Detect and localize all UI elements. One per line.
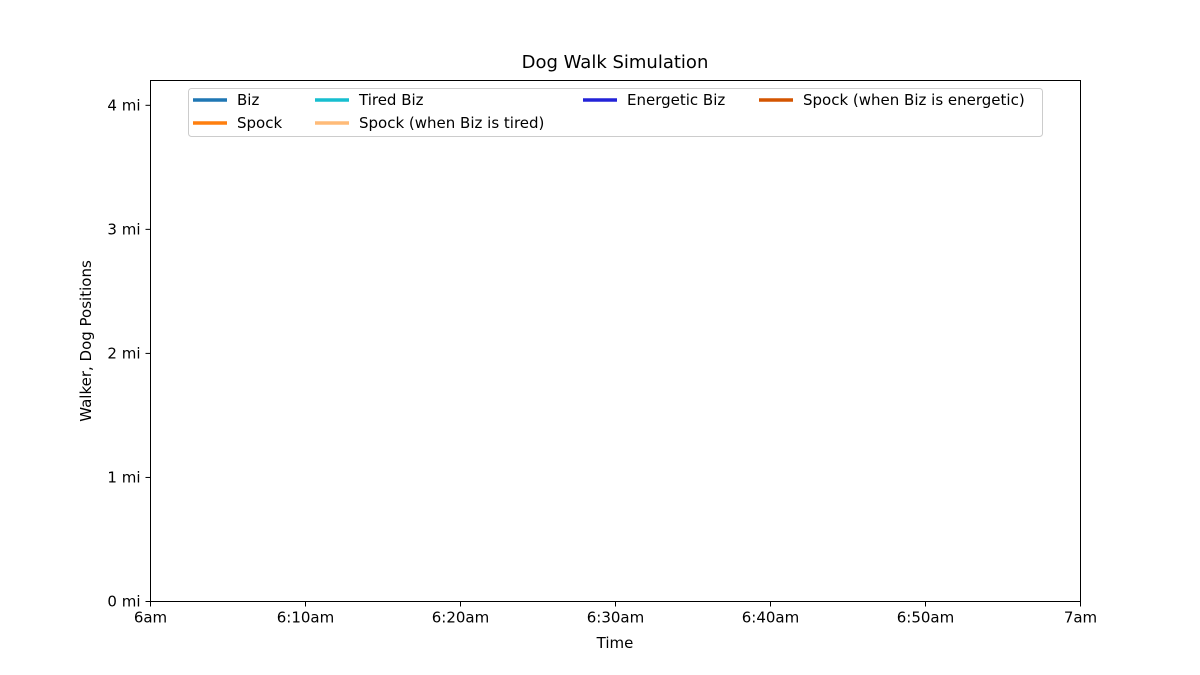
- legend-label: Spock (when Biz is tired): [359, 114, 544, 132]
- y-axis-ticks: 0 mi 1 mi 2 mi 3 mi 4 mi: [107, 96, 151, 611]
- x-tick-label: 6:20am: [432, 609, 490, 627]
- x-tick-label: 6:40am: [742, 609, 800, 627]
- legend-label: Tired Biz: [358, 91, 424, 109]
- y-tick-label: 2 mi: [107, 344, 140, 362]
- x-tick-label: 7am: [1064, 609, 1097, 627]
- x-axis-ticks: 6am 6:10am 6:20am 6:30am 6:40am 6:50am 7am: [134, 601, 1097, 627]
- legend-label: Biz: [237, 91, 259, 109]
- plot-area: [150, 80, 1081, 602]
- y-tick-label: 3 mi: [107, 220, 140, 238]
- legend-label: Energetic Biz: [627, 91, 725, 109]
- legend-label: Spock (when Biz is energetic): [803, 91, 1025, 109]
- x-tick-label: 6:50am: [897, 609, 955, 627]
- x-tick-label: 6:10am: [277, 609, 335, 627]
- chart-title: Dog Walk Simulation: [522, 52, 709, 73]
- legend: Biz Spock Tired Biz Spock (when Biz is tire…: [188, 88, 1043, 137]
- x-tick-label: 6am: [134, 609, 167, 627]
- legend-box: [188, 88, 1043, 137]
- x-axis-label: Time: [596, 634, 634, 652]
- y-tick-label: 0 mi: [107, 593, 140, 611]
- y-axis-label: Walker, Dog Positions: [77, 260, 95, 422]
- y-tick-label: 4 mi: [107, 96, 140, 114]
- x-tick-label: 6:30am: [587, 609, 645, 627]
- legend-label: Spock: [237, 114, 282, 132]
- y-tick-label: 1 mi: [107, 468, 140, 486]
